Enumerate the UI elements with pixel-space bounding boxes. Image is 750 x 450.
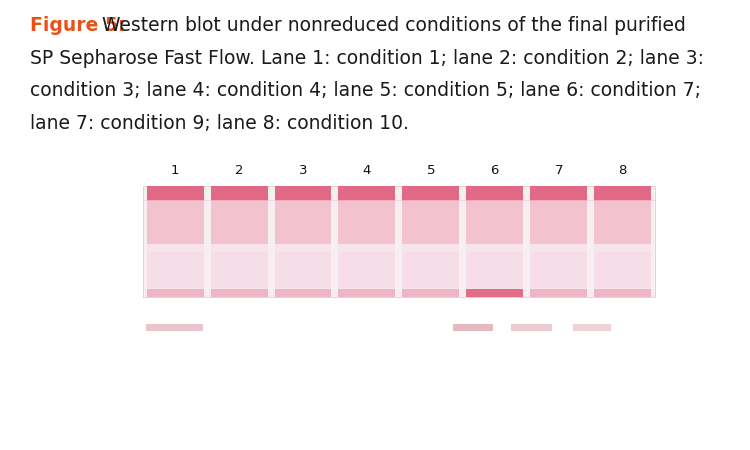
Bar [147,200,203,244]
Bar [453,324,493,331]
Bar [338,289,395,297]
Bar [274,252,332,288]
Bar [211,200,268,244]
Bar [594,186,651,200]
Bar [530,289,587,297]
Text: condition 3; lane 4: condition 4; lane 5: condition 5; lane 6: condition 7;: condition 3; lane 4: condition 4; lane 5… [30,81,701,100]
Bar [594,200,651,244]
Bar [146,324,202,331]
Bar [338,252,395,288]
Bar [403,186,459,200]
Text: 6: 6 [490,164,499,177]
Text: 1: 1 [171,164,179,177]
Text: Western blot under nonreduced conditions of the final purified: Western blot under nonreduced conditions… [102,16,686,35]
Bar [274,289,332,297]
Bar [573,324,611,331]
Bar [403,186,459,297]
Bar [274,186,332,200]
Text: lane 7: condition 9; lane 8: condition 10.: lane 7: condition 9; lane 8: condition 1… [30,114,409,133]
Bar [403,252,459,288]
Bar [147,289,203,297]
Bar [466,289,524,297]
Bar [403,289,459,297]
Bar [594,289,651,297]
Bar [530,200,587,244]
Bar [594,252,651,288]
Bar [511,324,552,331]
Text: SP Sepharose Fast Flow. Lane 1: condition 1; lane 2: condition 2; lane 3:: SP Sepharose Fast Flow. Lane 1: conditio… [30,49,704,68]
Text: 8: 8 [619,164,627,177]
Text: 5: 5 [427,164,435,177]
Bar [211,289,268,297]
Bar [143,186,655,297]
Bar [338,186,395,200]
Bar [530,252,587,288]
Text: Figure 5:: Figure 5: [30,16,125,35]
Text: 7: 7 [554,164,563,177]
Bar [211,252,268,288]
Bar [466,186,524,297]
Bar [147,186,203,297]
Bar [530,186,587,200]
Text: 3: 3 [298,164,307,177]
Bar [274,186,332,297]
Bar [274,200,332,244]
Bar [466,252,524,288]
Bar [211,186,268,297]
Bar [530,186,587,297]
Text: 4: 4 [363,164,371,177]
Bar [466,200,524,244]
Bar [594,186,651,297]
Text: 2: 2 [235,164,243,177]
Bar [147,186,203,200]
Bar [403,200,459,244]
Bar [338,186,395,297]
Bar [211,186,268,200]
Bar [338,200,395,244]
Bar [466,186,524,200]
Bar [147,252,203,288]
